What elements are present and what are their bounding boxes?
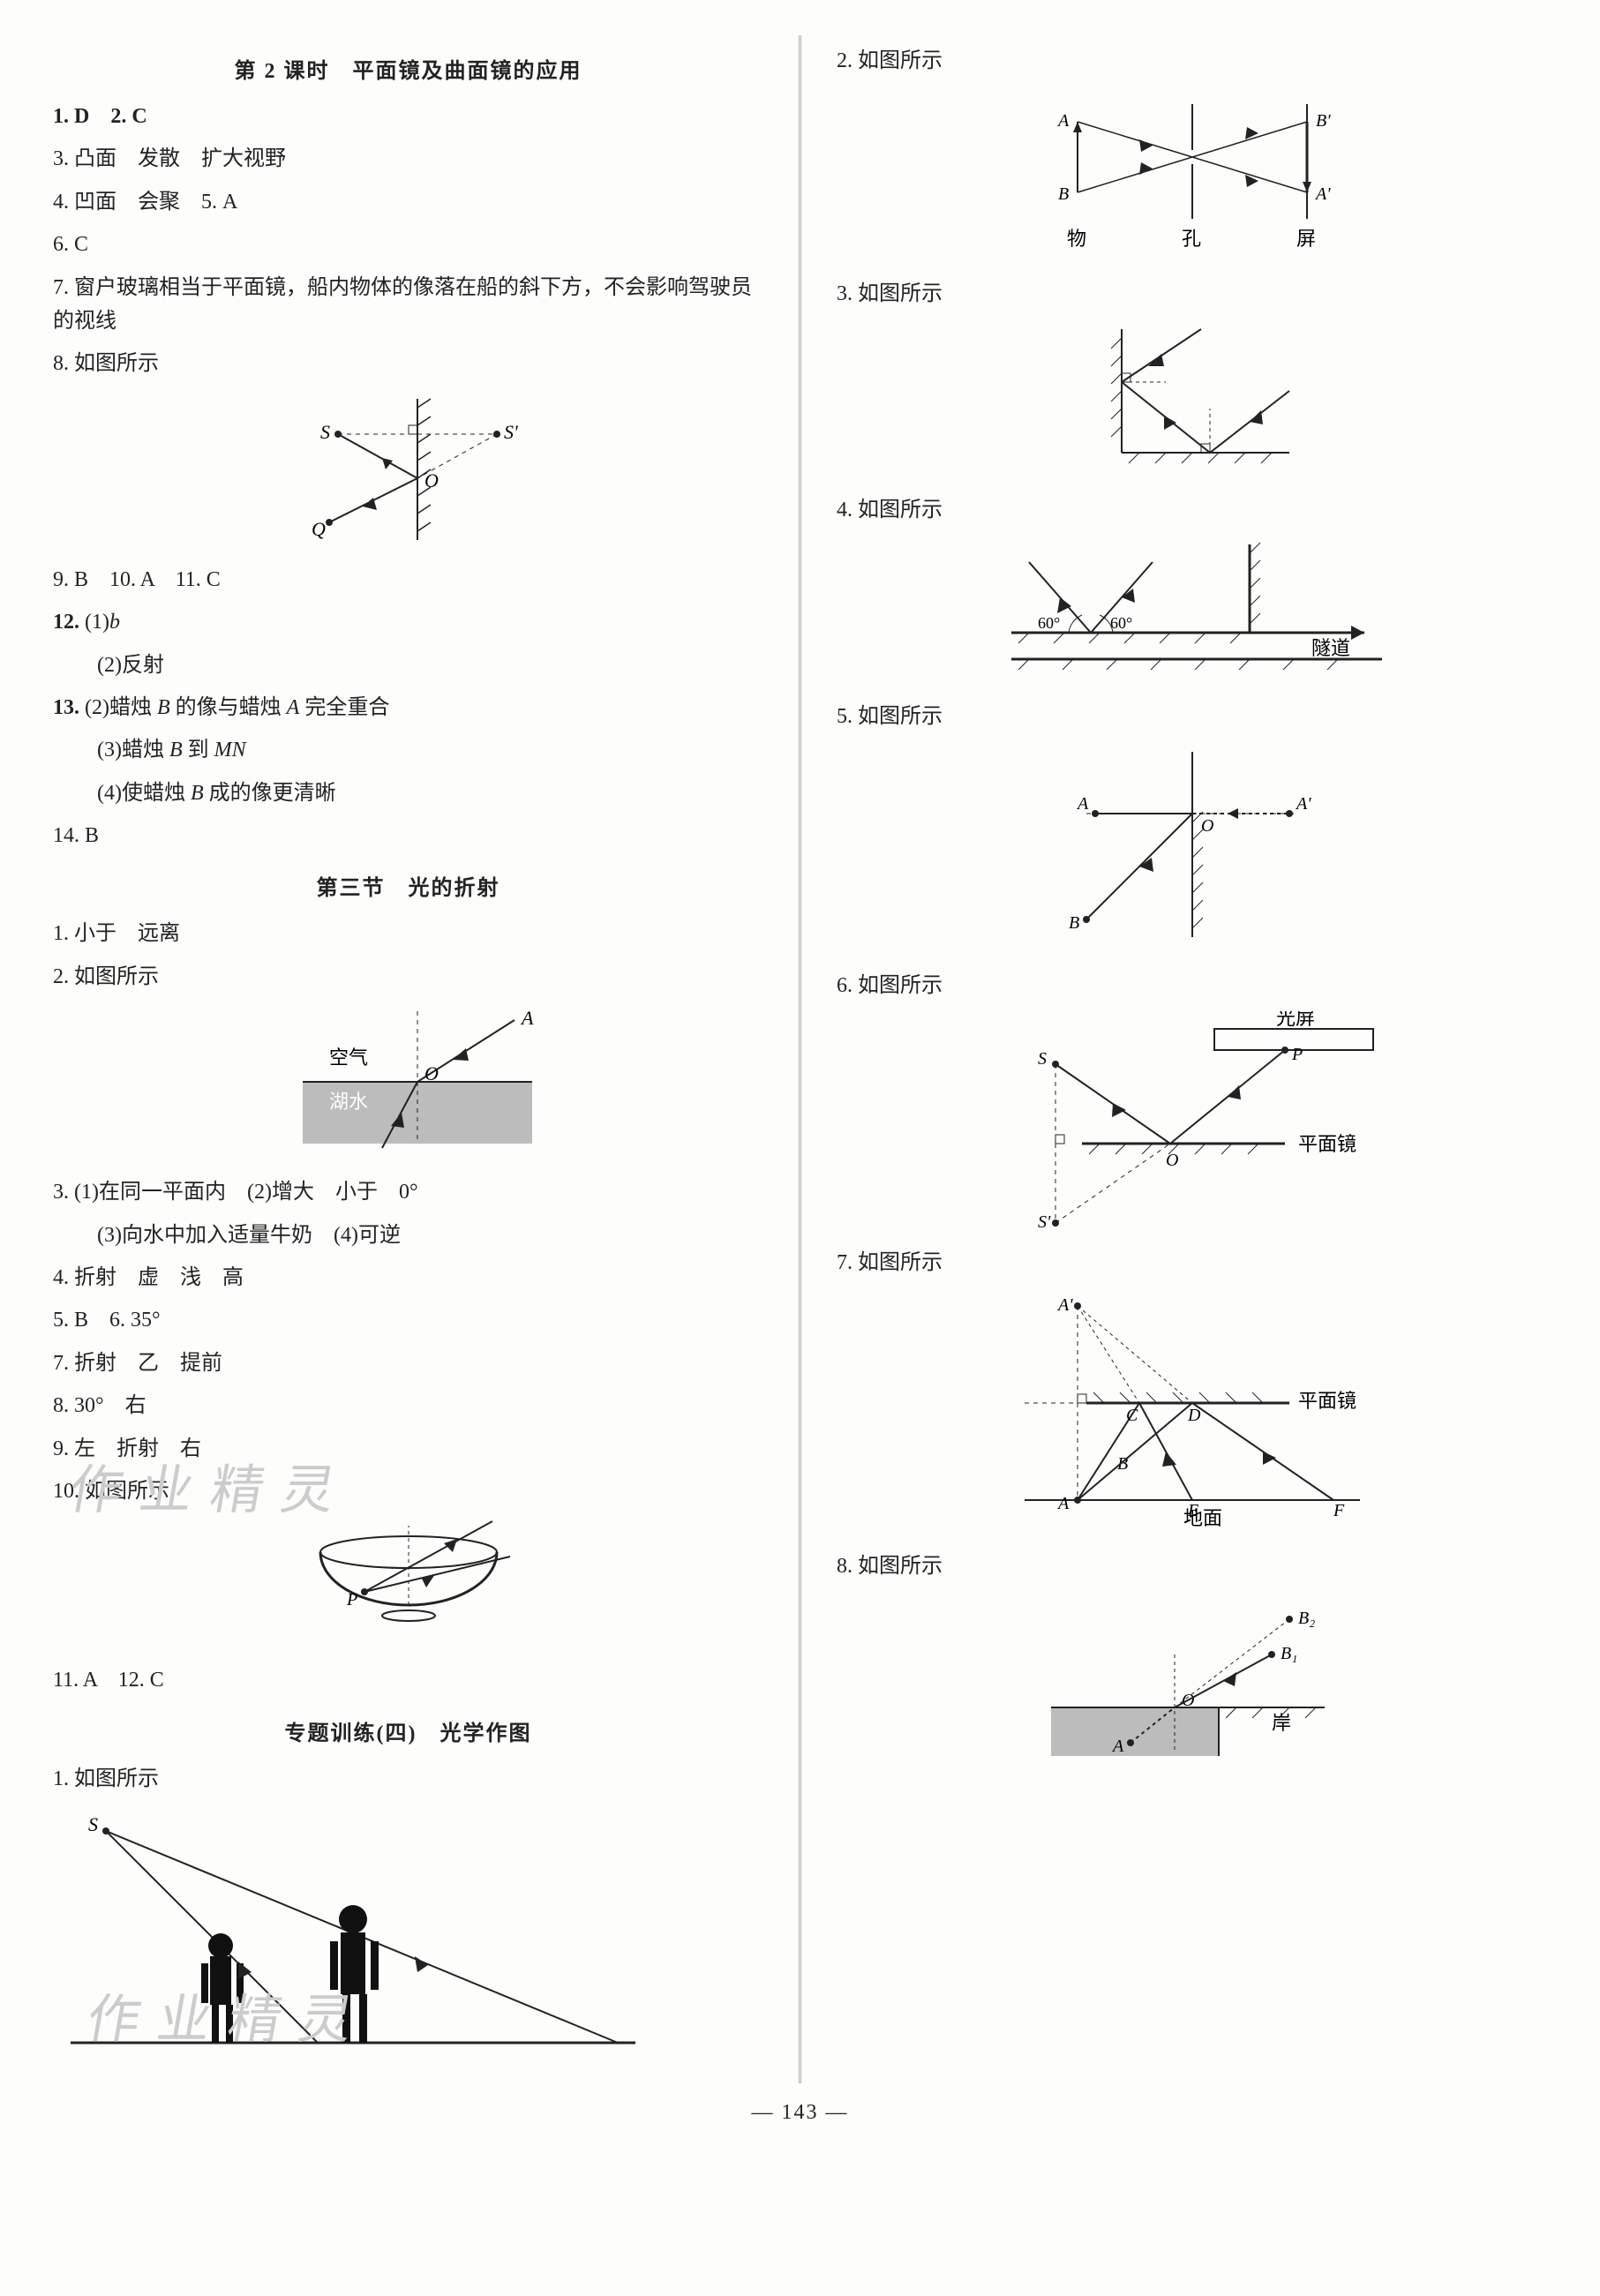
svg-text:物: 物 — [1067, 228, 1086, 250]
s2-4: 4. 折射 虚 浅 高 — [53, 1261, 763, 1294]
svg-text:A: A — [520, 1007, 534, 1029]
ans-12a: 12. (1)b — [53, 605, 763, 639]
fig-pinhole: A B B' A' 物 孔 屏 — [1016, 86, 1369, 263]
fig-ground-mirror: 地面 平面镜 A A' B C E D F — [989, 1288, 1395, 1535]
svg-text:B₁: B₁ — [1281, 1644, 1297, 1663]
fig-bowl: P — [267, 1517, 550, 1649]
svg-text:60°: 60° — [1110, 614, 1132, 632]
svg-text:C: C — [1126, 1406, 1138, 1425]
section-1-title: 第 2 课时 平面镜及曲面镜的应用 — [53, 53, 763, 84]
svg-text:60°: 60° — [1038, 614, 1060, 632]
svg-text:A': A' — [1314, 184, 1331, 204]
svg-text:A': A' — [1056, 1295, 1073, 1315]
fig-tunnel: 隧道 60° 60° — [994, 536, 1391, 686]
column-divider — [799, 35, 801, 2083]
svg-text:A: A — [1111, 1737, 1124, 1756]
svg-text:湖水: 湖水 — [329, 1091, 368, 1113]
s2-5-6: 5. B 6. 35° — [53, 1303, 763, 1337]
svg-text:E: E — [1187, 1501, 1198, 1520]
svg-text:P: P — [346, 1590, 357, 1609]
svg-text:S: S — [320, 421, 330, 443]
fig-screen-mirror: 光屏 平面镜 S S' O P — [994, 1011, 1391, 1232]
section-3-title: 专题训练(四) 光学作图 — [53, 1715, 763, 1746]
svg-text:光屏: 光屏 — [1276, 1011, 1315, 1029]
svg-text:A: A — [1056, 1494, 1070, 1513]
svg-text:S': S' — [504, 421, 518, 443]
ans-4-5: 4. 凹面 会聚 5. A — [53, 185, 763, 219]
left-column: 第 2 课时 平面镜及曲面镜的应用 1. D 2. C 3. 凸面 发散 扩大视… — [53, 35, 763, 2083]
page-columns: 第 2 课时 平面镜及曲面镜的应用 1. D 2. C 3. 凸面 发散 扩大视… — [53, 35, 1547, 2083]
ans-13a: 13. (2)蜡烛 B 的像与蜡烛 A 完全重合 — [53, 691, 763, 724]
r8: 8. 如图所示 — [837, 1549, 1547, 1583]
ans-9-11: 9. B 10. A 11. C — [53, 563, 763, 597]
svg-text:A': A' — [1295, 794, 1311, 814]
ans-14: 14. B — [53, 819, 763, 852]
svg-text:O: O — [1166, 1151, 1178, 1170]
fig-refract-AO: A A' O B — [1033, 743, 1351, 955]
section-2-title: 第三节 光的折射 — [53, 870, 763, 901]
s2-10: 10. 如图所示 — [53, 1474, 763, 1508]
s2-3a: 3. (1)在同一平面内 (2)增大 小于 0° — [53, 1175, 763, 1209]
s2-3b: (3)向水中加入适量牛奶 (4)可逆 — [53, 1219, 763, 1252]
svg-text:B₂: B₂ — [1298, 1609, 1315, 1628]
svg-text:F: F — [1333, 1501, 1345, 1520]
right-column: 2. 如图所示 A B B' A' 物 孔 屏 — [837, 35, 1547, 2083]
svg-text:P: P — [1291, 1045, 1303, 1064]
ans-1-2: 1. D 2. C — [53, 100, 763, 133]
fig-mirror-sso: S S' O Q — [276, 390, 541, 549]
svg-text:B': B' — [1316, 111, 1331, 131]
r5: 5. 如图所示 — [837, 700, 1547, 733]
s2-9: 9. 左 折射 右 — [53, 1432, 763, 1466]
r4: 4. 如图所示 — [837, 493, 1547, 527]
svg-text:岸: 岸 — [1272, 1712, 1291, 1734]
r6: 6. 如图所示 — [837, 969, 1547, 1002]
svg-text:平面镜: 平面镜 — [1298, 1133, 1356, 1155]
ans-13b: (3)蜡烛 B 到 MN — [53, 733, 763, 767]
svg-text:孔: 孔 — [1182, 228, 1201, 250]
s2-11-12: 11. A 12. C — [53, 1663, 763, 1697]
r3: 3. 如图所示 — [837, 277, 1547, 311]
svg-text:O: O — [1201, 816, 1213, 836]
s2-7: 7. 折射 乙 提前 — [53, 1347, 763, 1380]
fig-corner-reflect — [1069, 320, 1316, 479]
svg-text:隧道: 隧道 — [1311, 637, 1350, 659]
fig-air-lake: 空气 湖水 A O — [267, 1002, 550, 1161]
svg-text:屏: 屏 — [1296, 228, 1316, 250]
fig-bank: 岸 O A B₁ B₂ — [1025, 1593, 1360, 1769]
ans-8: 8. 如图所示 — [53, 347, 763, 380]
svg-text:平面镜: 平面镜 — [1298, 1390, 1356, 1412]
svg-text:S: S — [1038, 1049, 1047, 1069]
ans-3: 3. 凸面 发散 扩大视野 — [53, 142, 763, 176]
s2-8: 8. 30° 右 — [53, 1389, 763, 1422]
r7: 7. 如图所示 — [837, 1246, 1547, 1279]
svg-text:Q: Q — [312, 518, 326, 540]
ans-6: 6. C — [53, 228, 763, 261]
svg-text:O: O — [424, 1062, 439, 1084]
ans-12b: (2)反射 — [53, 649, 763, 682]
svg-text:B: B — [1117, 1454, 1128, 1474]
s3-1: 1. 如图所示 — [53, 1762, 763, 1796]
svg-text:S: S — [88, 1813, 98, 1835]
svg-text:B: B — [1058, 184, 1069, 204]
fig-people-shadow: S — [53, 1805, 653, 2069]
svg-text:A: A — [1076, 794, 1089, 814]
svg-text:B: B — [1069, 913, 1079, 933]
ans-7: 7. 窗户玻璃相当于平面镜，船内物体的像落在船的斜下方，不会影响驾驶员的视线 — [53, 271, 763, 339]
ans-13c: (4)使蜡烛 B 成的像更清晰 — [53, 777, 763, 810]
svg-text:A: A — [1056, 111, 1070, 131]
s2-2: 2. 如图所示 — [53, 960, 763, 994]
r2: 2. 如图所示 — [837, 44, 1547, 78]
s2-1: 1. 小于 远离 — [53, 917, 763, 950]
svg-text:S': S' — [1038, 1212, 1051, 1232]
svg-text:空气: 空气 — [329, 1047, 368, 1069]
page-number: — 143 — — [53, 2101, 1547, 2125]
